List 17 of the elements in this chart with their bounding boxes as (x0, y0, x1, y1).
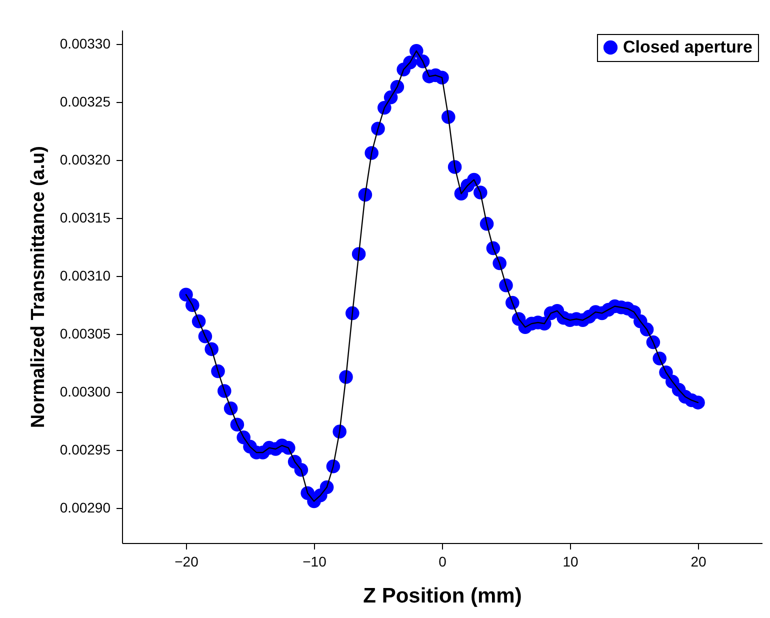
y-tick-label: 0.00330 (60, 35, 111, 52)
x-tick-label: −10 (302, 554, 327, 570)
x-tick-label: 10 (562, 554, 578, 570)
legend-label: Closed aperture (623, 38, 752, 56)
x-tick-label: −20 (174, 554, 199, 570)
y-tick-label: 0.00305 (60, 326, 111, 342)
y-tick-label: 0.00300 (60, 384, 111, 400)
x-tick-label: 20 (690, 554, 706, 570)
y-tick-label: 0.00310 (60, 268, 111, 284)
y-tick-label: 0.00325 (60, 93, 111, 110)
y-tick-label: 0.00290 (60, 500, 111, 516)
y-tick-label: 0.00320 (60, 151, 111, 168)
y-tick-label: 0.00315 (60, 210, 111, 226)
y-tick-label: 0.00295 (60, 442, 111, 458)
x-tick-label: 0 (438, 554, 447, 570)
y-axis-title: Normalized Transmittance (a.u) (28, 146, 49, 428)
x-axis-title: Z Position (mm) (363, 584, 522, 608)
